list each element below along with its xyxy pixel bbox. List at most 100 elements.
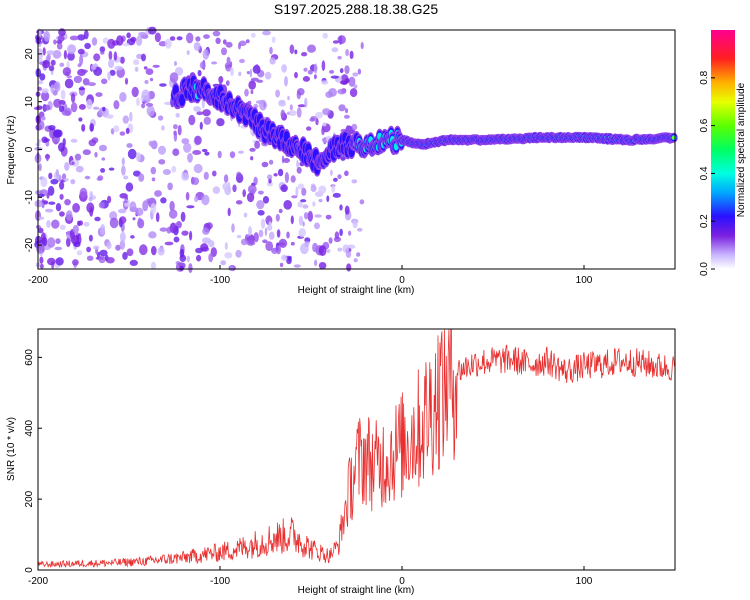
spectrogram-noise-blob (193, 106, 202, 112)
spectrogram-noise-blob (145, 68, 154, 75)
spectrogram-noise-blob (120, 231, 126, 243)
chart-title: S197.2025.288.18.38.G25 (274, 1, 438, 17)
spectrogram-noise-blob (280, 109, 286, 119)
spectrogram-noise-blob (72, 203, 80, 213)
spectrogram-y-tick-label: 20 (24, 48, 35, 60)
spectrogram-noise-blob (47, 237, 56, 248)
spectrogram-noise-blob (107, 195, 112, 204)
spectrogram-signal-ridge (170, 73, 678, 177)
spectrogram-noise-blob (148, 231, 157, 239)
spectrogram-noise-blob (281, 64, 287, 73)
spectrogram-noise-blob (202, 109, 211, 117)
spectrogram-noise-blob (138, 31, 147, 37)
spectrogram-noise-blob (344, 205, 350, 215)
spectrogram-noise-blob (338, 35, 343, 45)
spectrogram-noise-blob (322, 108, 331, 116)
spectrogram-noise-blob (122, 251, 128, 260)
spectrogram-noise-blob (248, 226, 252, 236)
spectrogram-noise-blob (41, 60, 51, 69)
spectrogram-noise-blob (265, 241, 274, 252)
spectrogram-noise-blob (225, 80, 230, 86)
spectrogram-noise-blob (328, 88, 337, 97)
spectrogram-noise-blob (314, 214, 322, 218)
spectrogram-noise-blob (133, 59, 140, 66)
spectrogram-noise-blob (289, 110, 297, 116)
spectrogram-noise-blob (233, 185, 236, 192)
spectrogram-noise-blob (297, 201, 303, 208)
spectrogram-noise-blob (45, 208, 54, 213)
spectrogram-noise-blob (310, 185, 317, 192)
spectrogram-noise-blob (119, 92, 127, 102)
spectrogram-noise-blob (245, 39, 250, 44)
spectrogram-noise-blob (180, 211, 186, 222)
spectrogram-noise-blob (100, 224, 106, 235)
spectrogram-y-ticks: -20 -10 0 10 20 (24, 48, 42, 252)
snr-x-tick-label: -100 (210, 576, 230, 587)
spectrogram-noise-blob (102, 106, 106, 112)
spectrogram-noise-blob (36, 242, 45, 254)
spectrogram-noise-blob (347, 244, 356, 249)
spectrogram-noise-blob (254, 64, 260, 71)
spectrogram-noise-blob (245, 234, 250, 238)
spectrogram-noise-blob (187, 153, 193, 163)
spectrogram-noise-blob (39, 73, 46, 81)
spectrogram-noise-blob (306, 126, 312, 131)
spectrogram-noise-blob (173, 236, 180, 243)
spectrogram-noise-blob (302, 76, 310, 82)
spectrogram-noise-blob (50, 84, 55, 94)
spectrogram-noise-blob (246, 192, 255, 203)
spectrogram-noise-blob (100, 168, 106, 173)
spectrogram-noise-blob (300, 199, 307, 203)
spectrogram-noise-blob (227, 207, 231, 217)
spectrogram-noise-blob (286, 231, 290, 239)
spectrogram-noise-blob (130, 235, 135, 239)
spectrogram-noise-blob (351, 179, 358, 184)
spectrogram-noise-blob (302, 204, 309, 209)
spectrogram-noise-blob (63, 178, 69, 182)
spectrogram-noise-blob (146, 105, 155, 117)
spectrogram-noise-blob (188, 263, 193, 274)
spectrogram-noise-blob (79, 187, 88, 199)
spectrogram-noise-blob (331, 185, 336, 193)
spectrogram-noise-blob (212, 30, 221, 37)
spectrogram-noise-blob (295, 186, 299, 197)
spectrogram-y-tick-label: 0 (24, 146, 35, 152)
spectrogram-noise-blob (139, 244, 148, 256)
spectrogram-noise-blob (59, 181, 65, 190)
spectrogram-noise-blob (304, 240, 310, 247)
spectrogram-noise-blob (262, 196, 270, 204)
spectrogram-noise-blob (47, 257, 56, 266)
spectrogram-noise-blob (109, 217, 119, 229)
spectrogram-noise-blob (293, 264, 301, 268)
spectrogram-noise-blob (243, 212, 248, 218)
spectrogram-noise-blob (246, 71, 250, 75)
spectrogram-noise-blob (41, 91, 50, 102)
spectrogram-noise-blob (97, 175, 104, 181)
spectrogram-noise-blob (37, 28, 42, 38)
spectrogram-noise-blob (63, 50, 67, 60)
spectrogram-noise-blob (256, 79, 264, 83)
spectrogram-noise-blob (242, 189, 246, 198)
spectrogram-noise-blob (276, 229, 281, 238)
spectrogram-noise-blob (200, 243, 209, 252)
spectrogram-noise-blob (296, 166, 302, 174)
spectrogram-noise-blob (296, 160, 299, 169)
spectrogram-noise-blob (136, 97, 140, 107)
spectrogram-noise-blob (141, 103, 146, 109)
spectrogram-noise-blob (183, 142, 192, 153)
spectrogram-noise-blob (345, 125, 350, 133)
spectrogram-noise-blob (307, 210, 313, 222)
spectrogram-noise-blob (86, 99, 93, 110)
spectrogram-noise-blob (84, 42, 91, 50)
spectrogram-noise-blob (278, 238, 288, 248)
spectrogram-noise-blob (48, 125, 56, 131)
spectrogram-noise-blob (250, 156, 254, 161)
spectrogram-noise-blob (281, 155, 285, 164)
spectrogram-noise-blob (318, 185, 327, 194)
colorbar-tick-label: 0.8 (699, 70, 710, 84)
spectrogram-noise-blob (248, 80, 256, 90)
spectrogram-noise-blob (235, 249, 242, 258)
spectrogram-noise-blob (181, 172, 190, 181)
spectrogram-noise-blob (59, 193, 64, 200)
spectrogram-noise-blob (340, 156, 346, 161)
